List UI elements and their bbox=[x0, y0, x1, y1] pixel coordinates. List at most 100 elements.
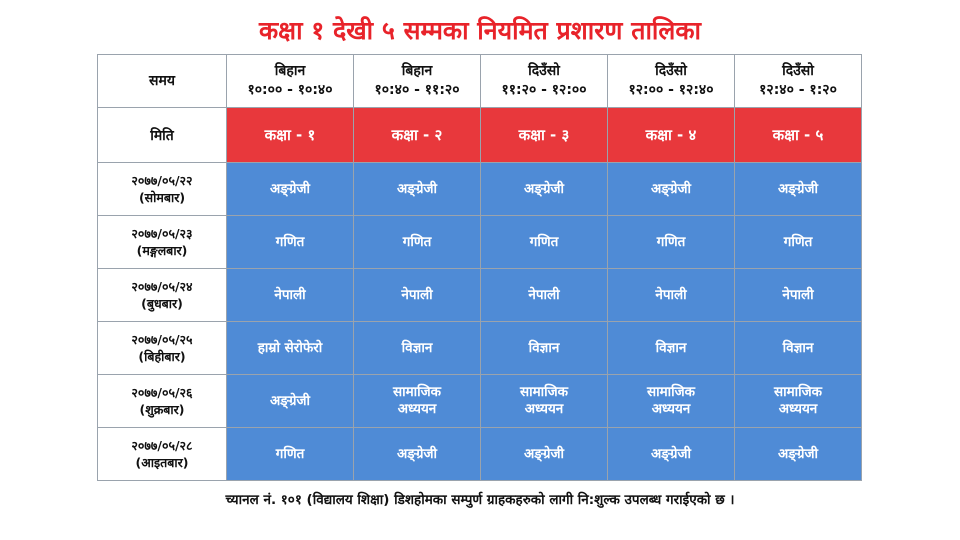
slot-period: दिउँसो bbox=[528, 63, 560, 79]
subject-text: अङ्ग्रेजी bbox=[523, 445, 565, 462]
schedule-row: २०७७/०५/२८ (आइतबार) गणित अङ्ग्रेजी अङ्ग्रेजी… bbox=[97, 427, 862, 481]
schedule-table: समय बिहान १०:०० - १०:४० बिहान १०:४० - ११:२… bbox=[97, 54, 862, 481]
subject-text: सामाजिक bbox=[646, 384, 696, 400]
date-text: २०७७/०५/२८ bbox=[131, 438, 193, 453]
time-slot: दिउँसो ११:२० - १२:०० bbox=[480, 54, 608, 108]
subject-cell: अङ्ग्रेजी bbox=[353, 162, 481, 216]
subject-text: अङ्ग्रेजी bbox=[650, 445, 692, 462]
subject-cell: अङ्ग्रेजी bbox=[226, 374, 354, 428]
subject-text: गणित bbox=[402, 233, 432, 250]
time-slot: बिहान १०:४० - ११:२० bbox=[353, 54, 481, 108]
slot-period: दिउँसो bbox=[655, 63, 687, 79]
subject-text: विज्ञान bbox=[782, 339, 814, 356]
subject-text: अध्ययन bbox=[524, 401, 564, 417]
slot-time: ११:२० - १२:०० bbox=[501, 82, 587, 98]
date-text: २०७७/०५/२४ bbox=[131, 279, 193, 294]
day-text: (मङ्गलबार) bbox=[136, 243, 188, 258]
subject-text: विज्ञान bbox=[528, 339, 560, 356]
day-text: (शुक्रबार) bbox=[139, 402, 185, 417]
subject-text: गणित bbox=[529, 233, 559, 250]
date-cell: २०७७/०५/२३ (मङ्गलबार) bbox=[97, 215, 227, 269]
date-cell: २०७७/०५/२८ (आइतबार) bbox=[97, 427, 227, 481]
class-header: कक्षा - ३ bbox=[480, 107, 608, 163]
subject-text: हाम्रो सेरोफेरो bbox=[257, 339, 323, 356]
slot-period: बिहान bbox=[274, 63, 306, 79]
subject-cell: गणित bbox=[480, 215, 608, 269]
subject-text: अध्ययन bbox=[651, 401, 691, 417]
subject-text: सामाजिक bbox=[773, 384, 823, 400]
slot-time: १०:०० - १०:४० bbox=[247, 82, 333, 98]
subject-cell: गणित bbox=[734, 215, 862, 269]
footer-note: च्यानल नं. १०१ (विद्यालय शिक्षा) डिशहोमक… bbox=[225, 492, 735, 508]
date-cell: २०७७/०५/२५ (बिहीबार) bbox=[97, 321, 227, 375]
subject-text: अङ्ग्रेजी bbox=[269, 392, 311, 409]
subject-text: अङ्ग्रेजी bbox=[523, 180, 565, 197]
slot-period: दिउँसो bbox=[782, 63, 814, 79]
subject-cell: विज्ञान bbox=[480, 321, 608, 375]
subject-cell: गणित bbox=[607, 215, 735, 269]
subject-text: सामाजिक bbox=[519, 384, 569, 400]
date-cell: २०७७/०५/२४ (बुधबार) bbox=[97, 268, 227, 322]
subject-text: अध्ययन bbox=[397, 401, 437, 417]
subject-text: अङ्ग्रेजी bbox=[396, 180, 438, 197]
subject-text: विज्ञान bbox=[655, 339, 687, 356]
date-text: २०७७/०५/२५ bbox=[131, 332, 193, 347]
subject-text: गणित bbox=[275, 445, 305, 462]
schedule-row: २०७७/०५/२४ (बुधबार) नेपाली नेपाली नेपाली नेपा… bbox=[97, 268, 862, 322]
subject-text: गणित bbox=[783, 233, 813, 250]
subject-text: अङ्ग्रेजी bbox=[777, 180, 819, 197]
subject-text: नेपाली bbox=[655, 286, 687, 303]
time-slot: दिउँसो १२:४० - १:२० bbox=[734, 54, 862, 108]
date-cell: २०७७/०५/२६ (शुक्रबार) bbox=[97, 374, 227, 428]
subject-text: अध्ययन bbox=[778, 401, 818, 417]
subject-text: अङ्ग्रेजी bbox=[650, 180, 692, 197]
page-title: कक्षा १ देखी ५ सम्मका नियमित प्रशारण ताल… bbox=[258, 16, 702, 45]
subject-cell: गणित bbox=[353, 215, 481, 269]
subject-cell: विज्ञान bbox=[607, 321, 735, 375]
subject-cell: अङ्ग्रेजी bbox=[734, 427, 862, 481]
subject-cell: नेपाली bbox=[607, 268, 735, 322]
class-header: कक्षा - १ bbox=[226, 107, 354, 163]
schedule-row: २०७७/०५/२५ (बिहीबार) हाम्रो सेरोफेरो विज्ञा… bbox=[97, 321, 862, 375]
date-text: २०७७/०५/२२ bbox=[131, 173, 193, 188]
date-text: २०७७/०५/२६ bbox=[131, 385, 193, 400]
subject-text: सामाजिक bbox=[392, 384, 442, 400]
day-text: (बिहीबार) bbox=[138, 349, 186, 364]
subject-text: नेपाली bbox=[528, 286, 560, 303]
slot-time: १०:४० - ११:२० bbox=[374, 82, 460, 98]
date-label: मिति bbox=[97, 107, 227, 163]
subject-text: नेपाली bbox=[274, 286, 306, 303]
subject-cell: सामाजिक अध्ययन bbox=[607, 374, 735, 428]
subject-cell: नेपाली bbox=[226, 268, 354, 322]
time-slot: दिउँसो १२:०० - १२:४० bbox=[607, 54, 735, 108]
subject-cell: अङ्ग्रेजी bbox=[226, 162, 354, 216]
subject-cell: अङ्ग्रेजी bbox=[480, 427, 608, 481]
subject-text: नेपाली bbox=[782, 286, 814, 303]
subject-cell: अङ्ग्रेजी bbox=[734, 162, 862, 216]
subject-cell: अङ्ग्रेजी bbox=[607, 427, 735, 481]
class-header: कक्षा - २ bbox=[353, 107, 481, 163]
subject-cell: नेपाली bbox=[734, 268, 862, 322]
time-slot: बिहान १०:०० - १०:४० bbox=[226, 54, 354, 108]
time-label: समय bbox=[97, 54, 227, 108]
subject-cell: अङ्ग्रेजी bbox=[480, 162, 608, 216]
day-text: (बुधबार) bbox=[141, 296, 183, 311]
subject-text: अङ्ग्रेजी bbox=[777, 445, 819, 462]
subject-cell: नेपाली bbox=[480, 268, 608, 322]
schedule-row: २०७७/०५/२३ (मङ्गलबार) गणित गणित गणित गणित गणित bbox=[97, 215, 862, 269]
subject-text: गणित bbox=[275, 233, 305, 250]
date-cell: २०७७/०५/२२ (सोमबार) bbox=[97, 162, 227, 216]
day-text: (सोमबार) bbox=[138, 190, 186, 205]
subject-cell: अङ्ग्रेजी bbox=[353, 427, 481, 481]
subject-text: गणित bbox=[656, 233, 686, 250]
schedule-row: २०७७/०५/२६ (शुक्रबार) अङ्ग्रेजी सामाजिक अध्य… bbox=[97, 374, 862, 428]
subject-text: अङ्ग्रेजी bbox=[396, 445, 438, 462]
date-text: २०७७/०५/२३ bbox=[131, 226, 193, 241]
class-header: कक्षा - ४ bbox=[607, 107, 735, 163]
time-header-row: समय बिहान १०:०० - १०:४० बिहान १०:४० - ११:२… bbox=[97, 54, 862, 108]
slot-time: १२:०० - १२:४० bbox=[628, 82, 714, 98]
subject-cell: नेपाली bbox=[353, 268, 481, 322]
subject-cell: सामाजिक अध्ययन bbox=[480, 374, 608, 428]
subject-cell: सामाजिक अध्ययन bbox=[734, 374, 862, 428]
class-header-row: मिति कक्षा - १ कक्षा - २ कक्षा - ३ कक्षा… bbox=[97, 107, 862, 163]
